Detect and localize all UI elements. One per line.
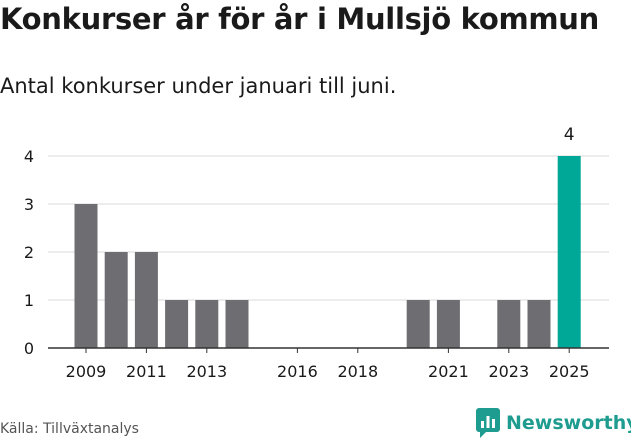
y-tick-label: 2 — [24, 243, 34, 262]
y-tick-label: 3 — [24, 195, 34, 214]
newsworthy-logo-icon — [476, 408, 500, 438]
x-tick-label: 2009 — [66, 362, 107, 381]
bar-highlight — [557, 156, 581, 348]
newsworthy-logo[interactable]: Newsworthy — [476, 408, 631, 438]
x-tick-label: 2018 — [337, 362, 378, 381]
chart-title: Konkurser år för år i Mullsjö kommun — [0, 2, 599, 36]
x-tick-label: 2011 — [126, 362, 167, 381]
bar — [74, 204, 98, 348]
y-tick-label: 1 — [24, 291, 34, 310]
x-tick-label: 2021 — [428, 362, 469, 381]
bar-chart: 0 1 2 3 4 2009 2011 2013 2016 2018 2021 2023 2025 4 — [24, 125, 609, 381]
x-tick-label: 2016 — [277, 362, 318, 381]
bar — [195, 300, 219, 348]
bar — [406, 300, 430, 348]
x-tick-label: 2025 — [549, 362, 590, 381]
chart-subtitle: Antal konkurser under januari till juni. — [0, 74, 397, 98]
bar — [497, 300, 521, 348]
x-tick-label: 2013 — [186, 362, 227, 381]
bar — [225, 300, 249, 348]
bar — [134, 252, 158, 348]
newsworthy-logo-text: Newsworthy — [506, 412, 631, 434]
data-label: 4 — [564, 125, 575, 145]
y-tick-label: 0 — [24, 339, 34, 358]
bar — [104, 252, 128, 348]
bar — [436, 300, 460, 348]
y-tick-label: 4 — [24, 147, 34, 166]
x-tick-label: 2023 — [488, 362, 529, 381]
bar — [165, 300, 189, 348]
source-note: Källa: Tillväxtanalys — [0, 421, 139, 437]
bar — [527, 300, 551, 348]
